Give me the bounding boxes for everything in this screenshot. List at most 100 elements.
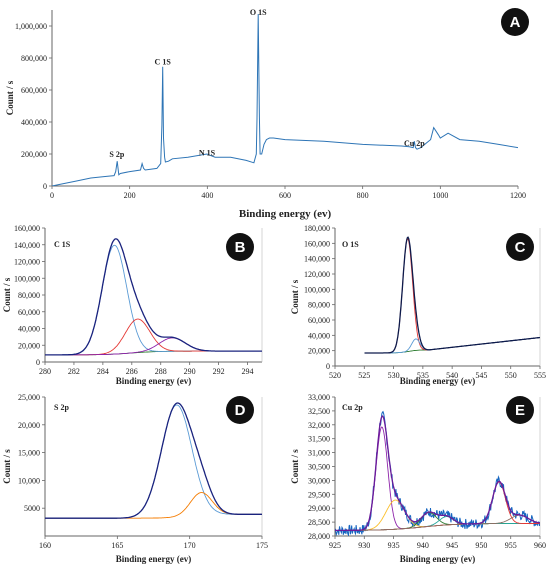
- y-axis-title: Count / s: [2, 277, 12, 312]
- x-tick-label: 555: [534, 371, 546, 380]
- x-tick-label: 535: [417, 371, 429, 380]
- panel-e: 925 930 935 940 945 950 955 960 28,000 28,500 29,0…: [290, 393, 546, 564]
- panel-badge-letter: E: [515, 402, 525, 419]
- y-tick-label: 100,000: [304, 285, 330, 294]
- y-tick-label: 120,000: [14, 258, 40, 267]
- x-tick-label: 925: [329, 541, 341, 550]
- y-tick-label: 25,000: [18, 393, 40, 402]
- peak-annotation: Cu 2p: [404, 139, 425, 148]
- x-tick-label: 945: [446, 541, 458, 550]
- panel-title: Cu 2p: [342, 403, 363, 412]
- y-tick-label: 28,000: [308, 532, 330, 541]
- x-axis-title: Binding energy (ev): [116, 376, 192, 386]
- y-tick-label: 32,000: [308, 421, 330, 430]
- y-tick-label: 140,000: [14, 241, 40, 250]
- x-tick-label: 935: [388, 541, 400, 550]
- x-tick-label: 0: [50, 191, 54, 200]
- y-tick-label: 80,000: [18, 291, 40, 300]
- x-tick-label: 550: [505, 371, 517, 380]
- component-peak-line: [45, 337, 262, 356]
- y-tick-label: 120,000: [304, 270, 330, 279]
- y-tick-label: 160,000: [14, 224, 40, 233]
- panel-badge-letter: D: [235, 402, 246, 419]
- y-tick-label: 160,000: [304, 239, 330, 248]
- y-tick-label: 80,000: [308, 301, 330, 310]
- envelope-line: [45, 402, 262, 519]
- y-tick-label: 200,000: [21, 150, 47, 159]
- envelope-line: [335, 415, 540, 532]
- y-tick-label: 20,000: [308, 347, 330, 356]
- plot-area: [364, 236, 540, 354]
- x-tick-label: 960: [534, 541, 546, 550]
- x-tick-label: 294: [242, 367, 254, 376]
- x-axis-title: Binding energy (ev): [116, 554, 192, 564]
- x-tick-label: 520: [329, 371, 341, 380]
- y-axis-title: Count / s: [290, 279, 300, 314]
- x-axis-title: Binding energy (ev): [400, 554, 476, 564]
- panel-badge: [226, 233, 254, 261]
- x-tick-label: 160: [39, 541, 51, 550]
- x-axis-title: Binding energy (ev): [239, 208, 332, 220]
- x-tick-label: 955: [505, 541, 517, 550]
- y-tick-label: 180,000: [304, 224, 330, 233]
- x-tick-label: 600: [279, 191, 291, 200]
- y-tick-label: 100,000: [14, 274, 40, 283]
- y-tick-label: 5000: [24, 504, 40, 513]
- panel-d: 160 165 170 175 5000 10,000 15,000 20,000 25,000…: [2, 393, 268, 564]
- panel-badge: [506, 233, 534, 261]
- y-axis-title: Count / s: [2, 449, 12, 484]
- panel-badge-letter: B: [235, 239, 246, 256]
- y-tick-label: 10,000: [18, 476, 40, 485]
- x-tick-label: 284: [97, 367, 109, 376]
- x-tick-label: 290: [184, 367, 196, 376]
- x-tick-label: 540: [446, 371, 458, 380]
- y-tick-label: 20,000: [18, 341, 40, 350]
- peak-annotation: C 1S: [155, 57, 172, 66]
- envelope-line: [364, 236, 540, 354]
- y-tick-label: 29,000: [308, 504, 330, 513]
- y-tick-label: 1,000,000: [15, 22, 47, 31]
- y-tick-label: 0: [43, 182, 47, 191]
- plot-area: [335, 410, 540, 536]
- y-tick-label: 40,000: [18, 325, 40, 334]
- panel-c: 520 525 530 535 540 545 550 555 0 20,000 40,000 60,…: [290, 224, 546, 386]
- y-tick-label: 40,000: [308, 331, 330, 340]
- y-tick-label: 60,000: [308, 316, 330, 325]
- panel-badge: [506, 396, 534, 424]
- y-tick-label: 800,000: [21, 54, 47, 63]
- survey-spectrum-line: [52, 13, 518, 186]
- x-tick-label: 545: [475, 371, 487, 380]
- component-peak-line: [45, 244, 262, 356]
- y-tick-label: 30,000: [308, 476, 330, 485]
- panel-badge: [226, 396, 254, 424]
- y-tick-label: 0: [326, 362, 330, 371]
- x-tick-label: 800: [357, 191, 369, 200]
- x-tick-label: 940: [417, 541, 429, 550]
- y-tick-label: 31,000: [308, 449, 330, 458]
- x-tick-label: 280: [39, 367, 51, 376]
- y-tick-label: 0: [36, 358, 40, 367]
- component-peak-line: [45, 404, 262, 519]
- panel-title: C 1S: [54, 240, 71, 249]
- x-tick-label: 175: [256, 541, 268, 550]
- x-tick-label: 282: [68, 367, 80, 376]
- peak-annotation: S 2p: [109, 150, 124, 159]
- x-axis-title: Binding energy (ev): [400, 376, 476, 386]
- plot-area: [45, 402, 262, 519]
- plot-area: [52, 13, 518, 186]
- component-peak-line: [45, 318, 262, 356]
- y-tick-label: 140,000: [304, 255, 330, 264]
- y-tick-label: 30,500: [308, 463, 330, 472]
- x-tick-label: 286: [126, 367, 138, 376]
- x-tick-label: 165: [111, 541, 123, 550]
- y-tick-label: 15,000: [18, 449, 40, 458]
- x-tick-label: 170: [184, 541, 196, 550]
- x-tick-label: 530: [388, 371, 400, 380]
- y-axis-title: Count / s: [290, 449, 300, 484]
- x-tick-label: 288: [155, 367, 167, 376]
- panel-badge-letter: C: [515, 239, 526, 256]
- x-tick-label: 400: [201, 191, 213, 200]
- y-tick-label: 32,500: [308, 407, 330, 416]
